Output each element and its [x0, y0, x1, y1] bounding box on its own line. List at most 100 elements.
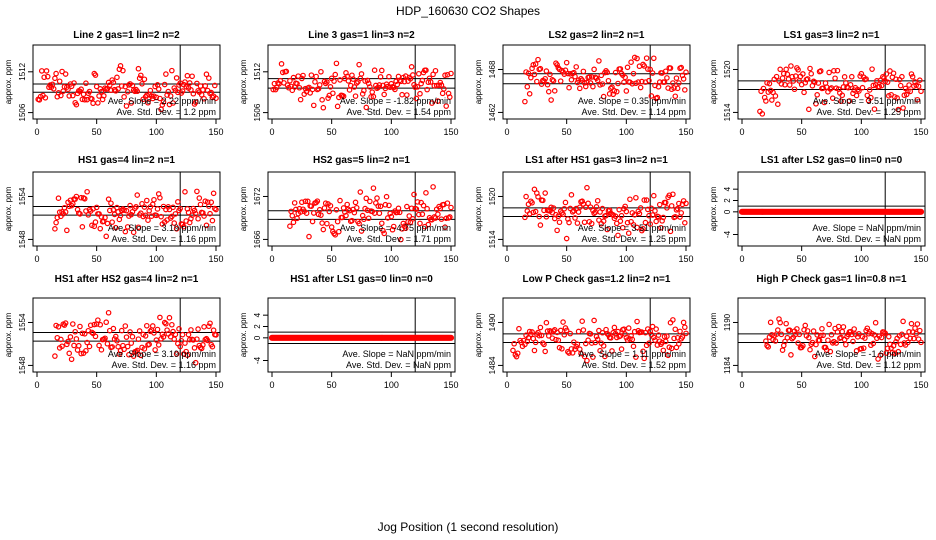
data-point	[641, 355, 648, 362]
data-points	[287, 184, 454, 243]
data-point	[847, 81, 854, 88]
data-point	[795, 340, 801, 346]
data-point	[135, 224, 142, 231]
data-point	[368, 94, 374, 100]
data-point	[532, 339, 539, 346]
data-point	[126, 351, 132, 358]
data-point	[182, 340, 188, 346]
data-point	[913, 330, 920, 337]
data-point	[641, 63, 648, 69]
data-point	[95, 100, 101, 106]
data-point	[64, 341, 70, 348]
data-point	[170, 100, 176, 106]
data-point	[353, 80, 360, 86]
data-point	[50, 86, 57, 92]
data-point	[333, 206, 340, 213]
data-point	[291, 200, 298, 206]
data-point	[364, 207, 371, 214]
data-point	[784, 334, 791, 341]
data-point	[537, 222, 544, 228]
data-point	[806, 334, 812, 341]
data-point	[207, 320, 213, 327]
x-tick-label: 0	[269, 380, 274, 390]
data-point	[543, 214, 550, 220]
data-point	[591, 210, 597, 217]
x-tick-label: 0	[739, 380, 744, 390]
data-point	[184, 72, 191, 79]
data-point	[141, 346, 148, 352]
data-point	[110, 79, 117, 86]
data-point	[625, 325, 632, 331]
data-point	[794, 326, 800, 332]
data-point	[618, 212, 625, 219]
data-point	[175, 199, 181, 205]
x-tick-label: 100	[854, 380, 869, 390]
data-point	[161, 319, 168, 326]
data-point	[628, 59, 634, 66]
data-point	[811, 79, 818, 85]
data-point	[117, 63, 124, 69]
data-point	[825, 337, 831, 344]
y-tick-label: 0	[723, 209, 732, 214]
data-point	[870, 82, 877, 89]
data-point	[557, 78, 564, 84]
data-point	[334, 218, 341, 225]
data-point	[358, 71, 365, 77]
data-point	[319, 220, 325, 226]
data-point	[70, 92, 76, 99]
y-tick-label: 1514	[488, 230, 497, 248]
data-point	[302, 198, 309, 205]
plot-frame	[267, 44, 456, 120]
data-point	[209, 217, 216, 224]
data-point	[678, 64, 685, 71]
data-points	[763, 316, 924, 362]
data-point	[136, 328, 143, 334]
data-point	[192, 210, 199, 217]
data-point	[893, 76, 899, 83]
data-point	[105, 309, 112, 316]
data-point	[118, 327, 125, 334]
data-point	[350, 76, 356, 82]
data-point	[643, 55, 650, 61]
data-point	[584, 79, 590, 86]
data-point	[899, 331, 905, 338]
data-point	[869, 66, 875, 72]
data-point	[448, 204, 454, 211]
data-point	[841, 74, 848, 80]
data-point	[102, 85, 108, 91]
data-point	[561, 205, 568, 212]
data-point	[299, 199, 305, 206]
data-point	[584, 357, 590, 364]
panel-10: HS1 after LS1 gas=0 lin=0 n=0 0 50 100 150 -4…	[239, 274, 459, 390]
plot-frame	[32, 44, 221, 120]
data-point	[194, 336, 200, 342]
data-points	[52, 309, 219, 366]
data-point	[169, 213, 175, 220]
data-point	[662, 338, 669, 345]
data-point	[443, 103, 450, 109]
data-point	[531, 347, 538, 354]
data-point	[430, 184, 436, 190]
data-point	[340, 93, 347, 100]
data-point	[779, 75, 786, 81]
data-point	[152, 347, 158, 353]
data-point	[357, 189, 364, 195]
data-point	[61, 83, 68, 90]
slope-annotation: Ave. Slope = 1.11 ppm/min	[579, 349, 686, 359]
data-point	[544, 81, 551, 88]
data-points	[738, 208, 925, 215]
data-point	[806, 106, 812, 113]
data-point	[297, 96, 304, 103]
data-point	[576, 204, 583, 211]
data-point	[182, 189, 188, 195]
data-point	[377, 74, 384, 80]
data-point	[128, 211, 135, 218]
x-tick-label: 150	[913, 380, 928, 390]
data-point	[36, 97, 43, 103]
data-point	[835, 323, 842, 330]
data-point	[171, 220, 178, 226]
data-point	[386, 202, 392, 209]
data-point	[884, 79, 891, 85]
data-point	[524, 83, 531, 90]
